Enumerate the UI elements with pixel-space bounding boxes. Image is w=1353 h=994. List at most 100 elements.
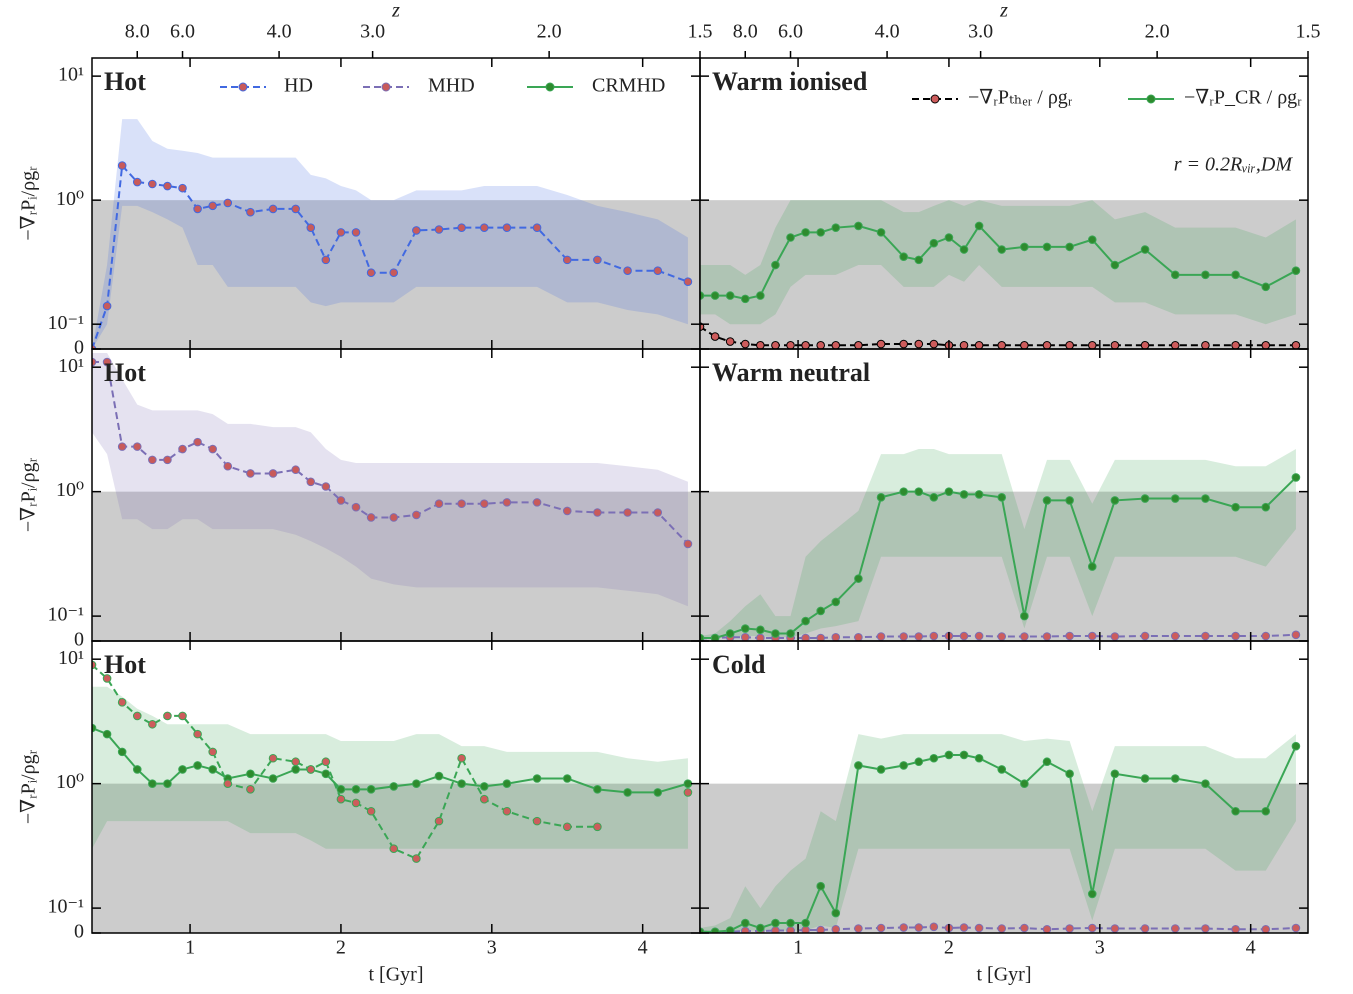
marker — [208, 444, 217, 454]
z-tick-label: 1.5 — [688, 21, 713, 43]
x-tick-label: 4 — [638, 937, 648, 959]
marker — [1110, 924, 1120, 933]
marker — [1020, 242, 1029, 252]
plot-area — [92, 660, 700, 933]
marker — [92, 660, 97, 670]
marker — [1110, 632, 1120, 641]
marker — [899, 923, 908, 932]
y-tick-label: 0 — [74, 921, 84, 943]
marker — [997, 924, 1007, 933]
marker — [291, 204, 300, 214]
marker — [291, 765, 300, 774]
marker — [854, 632, 863, 641]
marker — [756, 625, 765, 635]
panel-label: Hot — [104, 358, 146, 387]
marker — [756, 291, 765, 300]
marker — [532, 774, 542, 783]
marker — [974, 340, 984, 349]
marker — [132, 442, 142, 451]
marker — [816, 340, 825, 349]
y-axis-title: −∇ᵣPᵢ/ρgᵣ — [18, 749, 40, 824]
marker — [1170, 631, 1180, 641]
marker — [336, 794, 346, 804]
marker — [959, 750, 969, 760]
marker — [532, 498, 542, 507]
legend-marker — [930, 94, 940, 104]
marker — [1201, 924, 1210, 933]
plot-area — [92, 353, 700, 641]
marker — [102, 729, 112, 739]
spread-band — [92, 119, 688, 349]
marker — [321, 757, 331, 767]
marker — [786, 918, 795, 928]
marker — [710, 332, 720, 341]
x-tick-label: 1 — [793, 937, 803, 959]
panel-label: Warm neutral — [712, 358, 870, 387]
y-tick-label: 10¹ — [58, 64, 84, 86]
marker — [756, 340, 765, 349]
marker — [412, 779, 421, 788]
marker — [929, 922, 939, 932]
marker — [1065, 769, 1074, 779]
marker — [1170, 270, 1180, 280]
marker — [336, 496, 346, 505]
marker — [336, 785, 346, 794]
marker — [801, 918, 810, 928]
marker — [1087, 889, 1097, 899]
marker — [929, 339, 939, 349]
marker — [351, 785, 361, 794]
marker — [623, 788, 632, 797]
marker — [1087, 631, 1097, 641]
marker — [1261, 340, 1271, 349]
marker — [801, 616, 810, 626]
legend-marker — [545, 82, 555, 92]
panel-label: Hot — [104, 650, 146, 679]
marker — [831, 924, 841, 933]
marker — [756, 923, 765, 933]
marker — [1065, 242, 1074, 252]
marker — [816, 881, 825, 891]
legend-marker — [381, 82, 391, 92]
marker — [899, 632, 908, 641]
marker — [193, 761, 202, 770]
legend-label: CRMHD — [592, 75, 665, 97]
marker — [223, 461, 233, 471]
x-tick-label: 1 — [185, 937, 195, 959]
marker — [997, 632, 1007, 641]
marker — [1201, 779, 1210, 788]
y-tick-label: 10⁻¹ — [47, 896, 84, 918]
marker — [117, 747, 127, 757]
y-tick-label: 0 — [74, 337, 84, 359]
marker — [974, 923, 984, 933]
marker — [771, 260, 780, 270]
marker — [208, 747, 217, 757]
marker — [1140, 340, 1150, 349]
marker — [321, 769, 331, 779]
z-axis-title: z — [391, 0, 400, 22]
marker — [593, 255, 602, 265]
marker — [1020, 632, 1029, 641]
marker — [102, 357, 112, 367]
panel: 0 10⁻¹ 10⁰ 10¹ 1 2 3 4 t [Gyr] −∇ᵣPᵢ/ρgᵣ Hot — [18, 640, 701, 986]
marker — [974, 753, 984, 763]
marker — [1231, 502, 1240, 512]
marker — [1231, 924, 1240, 933]
marker — [831, 340, 841, 349]
marker — [178, 183, 187, 193]
y-tick-label: 10⁰ — [56, 188, 84, 210]
z-tick-label: 3.0 — [360, 21, 385, 43]
marker — [1065, 496, 1074, 505]
marker — [1231, 270, 1240, 280]
marker — [336, 228, 346, 237]
marker — [710, 633, 720, 641]
marker — [366, 268, 376, 278]
marker — [899, 761, 908, 770]
marker — [148, 719, 157, 729]
z-tick-label: 2.0 — [537, 21, 562, 43]
marker — [1261, 282, 1271, 292]
marker — [997, 765, 1007, 774]
z-tick-label: 8.0 — [125, 21, 150, 43]
shade-region — [700, 491, 1308, 641]
z-tick-label: 8.0 — [733, 21, 758, 43]
marker — [532, 223, 542, 232]
